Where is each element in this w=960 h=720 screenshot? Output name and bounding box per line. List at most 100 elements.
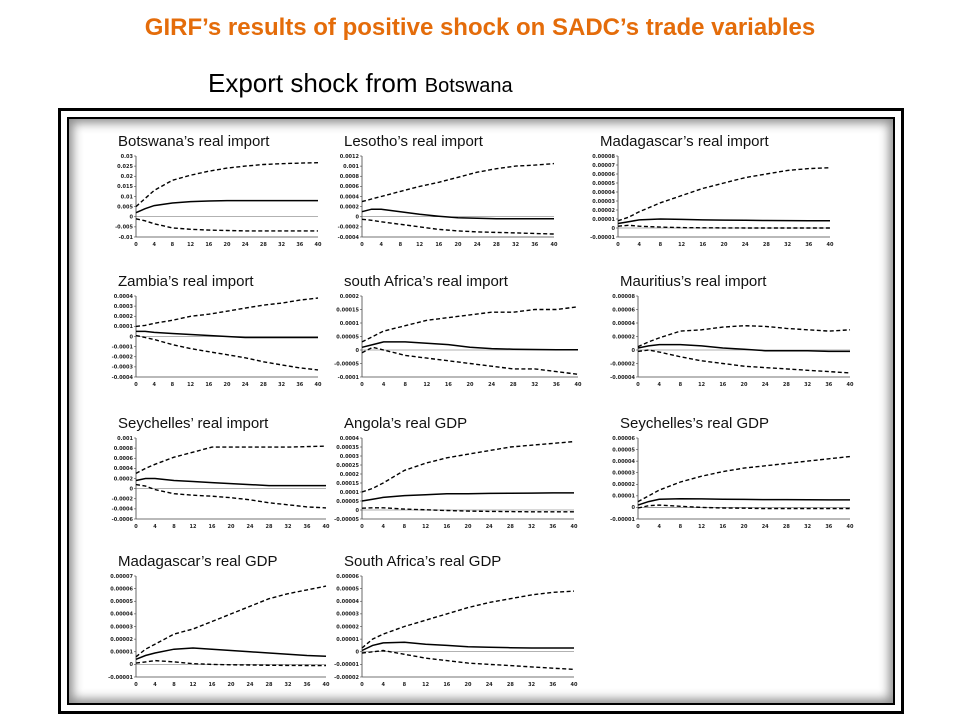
x-tick-label: 0 (360, 524, 364, 530)
x-tick-label: 24 (242, 382, 249, 388)
x-tick-label: 16 (205, 382, 212, 388)
chart-title: Zambia’s real import (118, 273, 254, 290)
y-tick-label: 0.02 (121, 174, 134, 180)
y-tick-label: 0.0008 (114, 446, 134, 452)
confidence-band-line (361, 649, 575, 671)
x-tick-label: 0 (360, 682, 364, 688)
confidence-band-line (135, 334, 319, 371)
y-tick-label: 0.00001 (336, 637, 359, 643)
y-tick-label: 0.00003 (592, 199, 615, 205)
irf-line (135, 647, 327, 660)
y-tick-label: 0 (632, 348, 636, 354)
x-tick-label: 4 (153, 524, 157, 530)
y-tick-label: 0 (612, 226, 616, 232)
y-tick-label: 0.00002 (110, 637, 133, 643)
y-tick-label: 0.0001 (340, 490, 360, 496)
y-tick-label: 0.00008 (592, 154, 615, 160)
x-tick-label: 8 (679, 382, 683, 388)
x-tick-label: 32 (285, 682, 292, 688)
x-tick-label: 16 (443, 682, 450, 688)
y-tick-label: -0.0002 (112, 355, 134, 361)
confidence-band-line (361, 440, 575, 493)
x-tick-label: 16 (719, 382, 726, 388)
y-tick-label: -0.0003 (112, 365, 134, 371)
x-tick-label: 12 (678, 242, 685, 248)
x-tick-label: 28 (510, 382, 517, 388)
x-tick-label: 20 (465, 524, 472, 530)
confidence-band-line (637, 349, 851, 374)
x-tick-label: 16 (699, 242, 706, 248)
x-tick-label: 16 (445, 382, 452, 388)
chart-title: Madagascar’s real import (600, 133, 770, 150)
y-tick-label: 0 (632, 505, 636, 511)
chart-panel: Madagascar’s real import 0.00008 0.00007 0.… (590, 133, 834, 248)
x-tick-label: 28 (783, 382, 790, 388)
y-tick-label: 0.00001 (110, 650, 133, 656)
x-tick-label: 20 (228, 524, 235, 530)
y-tick-label: -0.00005 (334, 517, 359, 523)
x-tick-label: 20 (455, 242, 462, 248)
x-tick-label: 32 (278, 242, 285, 248)
y-tick-label: 0 (356, 215, 360, 221)
x-tick-label: 12 (698, 524, 705, 530)
y-tick-label: 0.00006 (612, 436, 635, 442)
x-tick-label: 12 (187, 382, 194, 388)
y-tick-label: 0.00001 (612, 494, 635, 500)
y-tick-label: 0 (130, 486, 134, 492)
x-tick-label: 40 (323, 682, 330, 688)
y-tick-label: -0.0002 (338, 225, 360, 231)
y-tick-label: 0.0002 (340, 294, 360, 300)
x-tick-label: 28 (507, 524, 514, 530)
y-tick-label: 0.00035 (336, 445, 359, 451)
x-tick-label: 36 (549, 682, 556, 688)
y-tick-label: 0.01 (121, 194, 134, 200)
confidence-band-line (135, 297, 319, 328)
x-tick-label: 20 (224, 382, 231, 388)
y-tick-label: 0.0002 (340, 472, 360, 478)
x-tick-label: 8 (399, 242, 403, 248)
x-tick-label: 36 (296, 242, 303, 248)
confidence-band-line (617, 167, 831, 222)
irf-line (617, 218, 830, 225)
x-tick-label: 8 (171, 242, 175, 248)
x-tick-label: 4 (152, 382, 156, 388)
x-tick-label: 28 (783, 524, 790, 530)
y-tick-label: 0.0001 (340, 321, 360, 327)
x-tick-label: 36 (825, 382, 832, 388)
irf-line (361, 341, 578, 351)
x-tick-label: 36 (304, 682, 311, 688)
y-tick-label: 0.00004 (612, 459, 635, 465)
x-tick-label: 4 (153, 682, 157, 688)
x-tick-label: 32 (285, 524, 292, 530)
y-tick-label: 0.0004 (340, 194, 360, 200)
y-tick-label: 0.00003 (336, 612, 359, 618)
y-tick-label: -0.00004 (610, 375, 635, 381)
chart-title: Seychelles’s real GDP (620, 415, 769, 432)
y-tick-label: 0.00006 (110, 586, 133, 592)
slide-subtitle: Export shock from Botswana (208, 68, 513, 99)
chart-title: South Africa’s real GDP (344, 553, 501, 570)
x-tick-label: 8 (403, 524, 407, 530)
x-tick-label: 28 (507, 682, 514, 688)
x-tick-label: 24 (247, 524, 254, 530)
confidence-band-line (637, 455, 851, 503)
chart-title: Angola’s real GDP (344, 415, 467, 432)
x-tick-label: 20 (465, 682, 472, 688)
chart-panel: south Africa’s real import 0.0002 0.00015 0… (334, 273, 582, 388)
x-tick-label: 12 (187, 242, 194, 248)
x-tick-label: 24 (762, 382, 769, 388)
y-tick-label: 0.0008 (340, 174, 360, 180)
confidence-band-line (637, 324, 851, 348)
chart-title: Mauritius’s real import (620, 273, 767, 290)
x-tick-label: 8 (172, 682, 176, 688)
x-tick-label: 0 (134, 682, 138, 688)
x-tick-label: 16 (205, 242, 212, 248)
x-tick-label: 32 (512, 242, 519, 248)
x-tick-label: 20 (467, 382, 474, 388)
y-tick-label: 0.00005 (110, 599, 133, 605)
confidence-band-line (135, 445, 327, 475)
y-tick-label: 0.03 (121, 154, 134, 160)
confidence-band-line (135, 162, 319, 208)
chart-panel: Seychelles’ real import 0.001 0.0008 0.0006… (112, 415, 330, 530)
